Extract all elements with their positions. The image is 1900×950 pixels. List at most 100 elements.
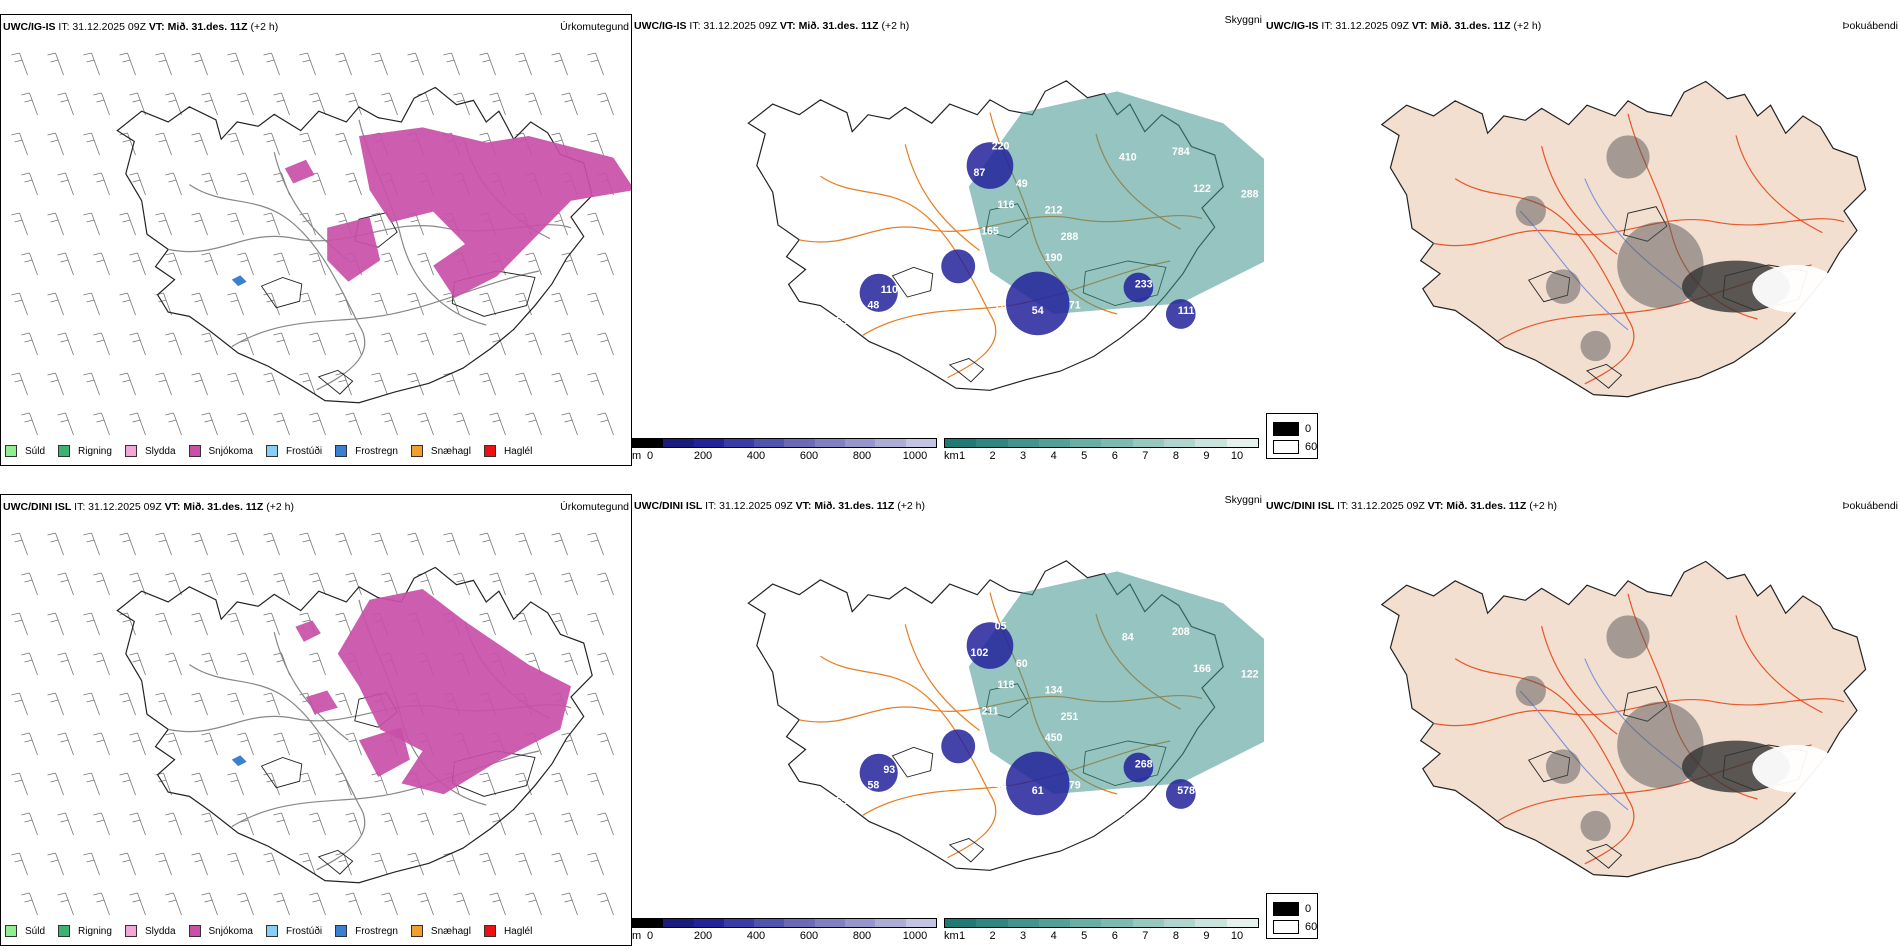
wind-barb bbox=[299, 292, 316, 316]
wind-barb bbox=[345, 892, 362, 916]
wind-barb bbox=[21, 92, 38, 116]
legend-swatch bbox=[188, 925, 201, 937]
legend-item: Slydda bbox=[124, 445, 176, 457]
wind-barb bbox=[561, 732, 578, 756]
colorbar-tick: 6 bbox=[1111, 930, 1118, 942]
colorbar-bin bbox=[945, 919, 977, 927]
visibility-value: 55 bbox=[836, 316, 848, 328]
precip-type-panel-1: UWC/IG-IS IT: 31.12.2025 09Z VT: Mið. 31… bbox=[0, 14, 632, 466]
wind-barb bbox=[165, 572, 182, 596]
wind-barb bbox=[551, 532, 568, 556]
wind-barb bbox=[155, 532, 172, 556]
fog-index-low-area bbox=[1617, 701, 1704, 789]
visibility-value: 150 bbox=[944, 896, 962, 908]
colorbar-bin bbox=[1070, 919, 1102, 927]
colorbar-tick: 10 bbox=[1230, 450, 1244, 462]
wind-barb bbox=[155, 292, 172, 316]
reduced-visibility-area bbox=[968, 571, 1264, 794]
legend-item: Snæhagl bbox=[410, 445, 471, 457]
road-line bbox=[189, 184, 366, 391]
wind-barb bbox=[129, 572, 146, 596]
visibility-value: 233 bbox=[1135, 279, 1153, 291]
wind-barb bbox=[57, 572, 74, 596]
wind-barb bbox=[335, 612, 352, 636]
colorbar-tick: 1 bbox=[958, 930, 966, 942]
init-time: IT: 31.12.2025 09Z bbox=[74, 501, 162, 513]
wind-barb bbox=[83, 612, 100, 636]
wind-barb bbox=[453, 412, 470, 436]
init-time: IT: 31.12.2025 09Z bbox=[1321, 20, 1409, 32]
wind-barb bbox=[263, 612, 280, 636]
wind-barb bbox=[551, 852, 568, 876]
road-line bbox=[231, 270, 540, 348]
legend-label: Frostregn bbox=[355, 925, 398, 937]
wind-barb bbox=[47, 532, 64, 556]
visibility-value: 220 bbox=[992, 141, 1010, 153]
fog-legend-label-0: 0 bbox=[1305, 903, 1312, 915]
legend-item: Snæhagl bbox=[410, 925, 471, 937]
legend-label: Súld bbox=[25, 925, 46, 937]
reduced-visibility-area bbox=[968, 91, 1264, 314]
wind-barb bbox=[489, 812, 506, 836]
colorbar-tick: 3 bbox=[1020, 930, 1027, 942]
colorbar-tick: 0 bbox=[646, 450, 654, 462]
wind-barb bbox=[381, 812, 398, 836]
wind-barb bbox=[165, 252, 182, 276]
visibility-value: 49 bbox=[1016, 178, 1028, 190]
precip-legend: Súld Rigning Slydda Snjókoma Frostúði Frostre… bbox=[5, 443, 545, 459]
visibility-value: 54 bbox=[1032, 305, 1044, 317]
wind-barb bbox=[561, 252, 578, 276]
wind-barb bbox=[227, 372, 244, 396]
glacier-outline bbox=[891, 266, 934, 298]
legend-item: Rigning bbox=[58, 925, 112, 937]
freezing-rain-area bbox=[231, 275, 247, 287]
wind-barb bbox=[309, 332, 326, 356]
wind-barb bbox=[335, 372, 352, 396]
fog-legend: 0 60 bbox=[1266, 413, 1318, 459]
visibility-value: 111 bbox=[1178, 305, 1195, 317]
init-time: IT: 31.12.2025 09Z bbox=[705, 500, 793, 512]
visibility-scale-meters: m 0 200 400 600 800 1000 bbox=[632, 438, 937, 464]
colorbar-bin bbox=[1164, 439, 1196, 447]
colorbar-bin bbox=[663, 919, 694, 927]
legend-item: Súld bbox=[5, 445, 45, 457]
road-line bbox=[1541, 146, 1618, 255]
wind-barb bbox=[119, 292, 136, 316]
road-line bbox=[1541, 626, 1618, 735]
legend-item: Súld bbox=[5, 925, 45, 937]
panel-header: UWC/DINI ISL IT: 31.12.2025 09Z VT: Mið.… bbox=[3, 499, 629, 515]
colorbar-bin bbox=[976, 919, 1008, 927]
glacier-outline bbox=[317, 369, 354, 395]
wind-barb bbox=[479, 852, 496, 876]
wind-barb bbox=[83, 852, 100, 876]
fog-map bbox=[1380, 80, 1867, 398]
precip-map bbox=[11, 532, 614, 916]
visibility-value: 784 bbox=[1172, 146, 1190, 158]
wind-barb bbox=[129, 812, 146, 836]
wind-barb bbox=[21, 812, 38, 836]
wind-barb bbox=[83, 532, 100, 556]
model-name: UWC/IG-IS bbox=[3, 21, 56, 33]
wind-barb bbox=[21, 332, 38, 356]
wind-barb bbox=[237, 652, 254, 676]
low-visibility-cell bbox=[1005, 271, 1070, 336]
fog-index-low-area bbox=[1515, 675, 1546, 707]
road-line bbox=[904, 624, 980, 731]
wind-barb bbox=[299, 212, 316, 236]
fog-index-low-area bbox=[1545, 749, 1581, 784]
wind-barb bbox=[443, 532, 460, 556]
wind-barb bbox=[561, 92, 578, 116]
glacier-outline bbox=[948, 358, 985, 383]
colorbar-bin bbox=[814, 919, 846, 927]
wind-barb bbox=[227, 532, 244, 556]
wind-barb bbox=[191, 132, 208, 156]
valid-time-label: VT: bbox=[779, 20, 796, 32]
wind-barb bbox=[273, 412, 290, 436]
wind-barb bbox=[407, 372, 424, 396]
wind-barb bbox=[525, 332, 542, 356]
visibility-value: 578 bbox=[1177, 785, 1195, 797]
wind-barb bbox=[57, 732, 74, 756]
wind-barb bbox=[309, 572, 326, 596]
legend-label: Frostúði bbox=[285, 445, 323, 457]
wind-barb bbox=[515, 612, 532, 636]
